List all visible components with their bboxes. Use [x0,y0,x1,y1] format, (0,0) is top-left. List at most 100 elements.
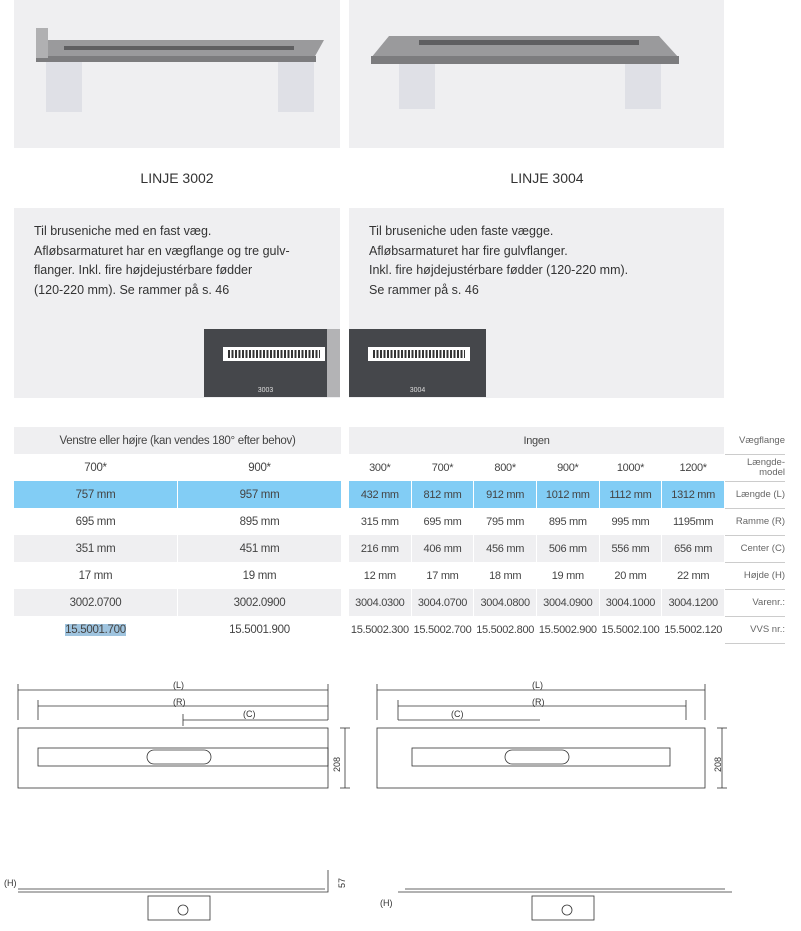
spec-table-3002: Venstre eller højre (kan vendes 180° eft… [13,427,342,643]
table-cell: 800* [474,454,536,481]
top-view-3002 [17,684,350,789]
table-cell: 1000* [599,454,662,481]
desc-line: Afløbsarmaturet har fire gulvflanger. [369,243,568,258]
table-cell: 1012 mm [536,481,599,508]
table-row: 3004.0300 3004.0700 3004.0800 3004.0900 3004… [349,589,724,616]
table-cell: 22 mm [662,562,724,589]
table-cell: 1312 mm [662,481,724,508]
dim-label: (C) [451,709,464,719]
table-cell: 315 mm [349,508,411,535]
side-view-3004 [398,888,732,921]
table-cell: 995 mm [599,508,662,535]
table-cell: 900* [536,454,599,481]
table-cell: 700* [14,454,177,481]
drain-3002-illustration [36,28,324,112]
grate-label: 3004 [409,387,426,394]
dim-label: 208 [332,757,342,772]
table-cell: 3004.0900 [536,589,599,616]
product-photo-3004 [349,0,724,148]
table-cell: 3002.0700 [14,589,177,616]
table-cell: 12 mm [349,562,411,589]
grate-edge [327,329,340,397]
table-cell: 451 mm [178,535,341,562]
table-cell: 700* [411,454,474,481]
grate-3003: 3003 [204,329,327,397]
spec-table-3004: Ingen 300* 700* 800* 900* 1000* 1200* 432 mm 81… [348,427,725,643]
desc-line: Se rammer på s. 46 [369,282,479,297]
table-row: 432 mm 812 mm 912 mm 1012 mm 1112 mm 1312 mm [349,481,724,508]
dim-label: (L) [532,680,543,690]
drain-3004-illustration [371,36,679,109]
row-label: Længde-model [725,454,785,482]
table-cell: 3004.0800 [474,589,536,616]
table-cell: 456 mm [474,535,536,562]
technical-drawings: (L) (R) (C) 208 (L) (R) (C) 208 (H) 57 (… [4,680,732,921]
table-cell: 17 mm [14,562,177,589]
grate-label: 3003 [257,387,274,394]
table-cell: 3004.1200 [662,589,724,616]
dim-label: (C) [243,709,256,719]
table-cell: 15.5002.120 [662,616,724,643]
table-cell: 216 mm [349,535,411,562]
table-header: Venstre eller højre (kan vendes 180° eft… [14,427,341,454]
table-cell: 20 mm [599,562,662,589]
product-photo-3002 [14,0,340,148]
table-cell: 18 mm [474,562,536,589]
side-view-3002 [18,870,329,921]
table-row: 315 mm 695 mm 795 mm 895 mm 995 mm 1195mm [349,508,724,535]
table-cell: 795 mm [474,508,536,535]
table-row: 15.5002.300 15.5002.700 15.5002.800 15.5002… [349,616,724,643]
table-row: 300* 700* 800* 900* 1000* 1200* [349,454,724,481]
table-cell: 406 mm [411,535,474,562]
table-cell: 895 mm [178,508,341,535]
table-cell: 757 mm [14,481,177,508]
row-label: Vægflange [725,427,785,455]
table-cell: 1112 mm [599,481,662,508]
table-cell: 15.5002.700 [411,616,474,643]
table-cell: 695 mm [411,508,474,535]
table-cell: 1200* [662,454,724,481]
dim-label: (R) [532,697,545,707]
table-cell: 3004.0700 [411,589,474,616]
desc-line: Til bruseniche uden faste vægge. [369,224,554,238]
table-cell: 15.5002.300 [349,616,411,643]
table-cell: 19 mm [178,562,341,589]
table-cell: 556 mm [599,535,662,562]
desc-line: Til bruseniche med en fast væg. [34,224,212,238]
product-title: LINJE 3004 [510,170,584,186]
top-view-3004 [376,684,727,789]
table-cell: 15.5002.900 [536,616,599,643]
table-cell: 3004.0300 [349,589,411,616]
table-cell: 957 mm [178,481,341,508]
table-cell: 812 mm [411,481,474,508]
table-cell: 3002.0900 [178,589,341,616]
dim-label: (R) [173,697,186,707]
desc-line: Inkl. fire højdejustérbare fødder (120-2… [369,263,629,277]
grate-slots-icon [368,347,470,361]
row-label: Ramme (R) [725,508,785,536]
row-label: VVS nr.: [725,616,785,644]
row-label: Højde (H) [725,562,785,590]
table-row: 216 mm 406 mm 456 mm 506 mm 556 mm 656 mm [349,535,724,562]
desc-line: flanger. Inkl. fire højdejustérbare fødd… [34,263,253,277]
table-cell: 3004.1000 [599,589,662,616]
table-cell: 351 mm [14,535,177,562]
table-row: 12 mm 17 mm 18 mm 19 mm 20 mm 22 mm [349,562,724,589]
desc-line: Afløbsarmaturet har en vægflange og tre … [34,243,290,258]
table-cell: 19 mm [536,562,599,589]
row-label: Center (C) [725,535,785,563]
table-cell: 912 mm [474,481,536,508]
dim-label: (H) [4,878,17,888]
selected-text[interactable]: 15.5001.700 [65,623,126,636]
dim-label: (L) [173,680,184,690]
table-cell: 17 mm [411,562,474,589]
table-cell: 15.5002.100 [599,616,662,643]
table-cell: 695 mm [14,508,177,535]
product-title: LINJE 3002 [140,170,214,186]
table-cell: 15.5001.900 [178,616,341,643]
table-cell: 300* [349,454,411,481]
table-header: Ingen [349,427,724,454]
table-cell: 15.5001.700 [14,616,177,643]
desc-line: (120-220 mm). Se rammer på s. 46 [34,282,230,297]
table-cell: 900* [178,454,341,481]
